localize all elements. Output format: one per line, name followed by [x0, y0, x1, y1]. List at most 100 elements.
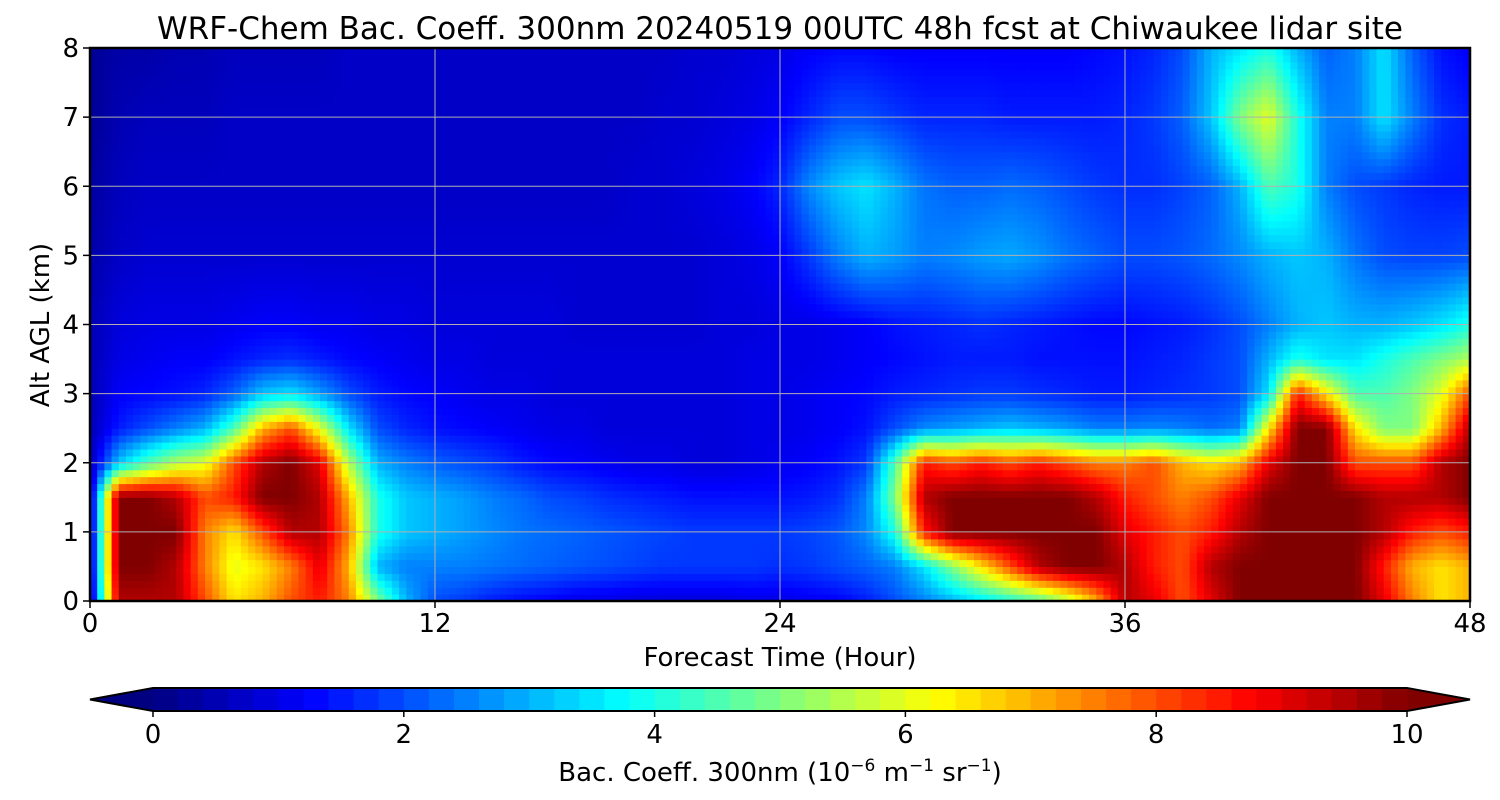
heatmap-cell	[521, 455, 530, 464]
heatmap-cell	[823, 483, 831, 491]
heatmap-cell	[1311, 545, 1320, 554]
heatmap-cell	[981, 462, 990, 471]
heatmap-cell	[1247, 594, 1255, 601]
heatmap-cell	[435, 524, 443, 533]
heatmap-cell	[1218, 462, 1227, 471]
heatmap-cell	[873, 552, 882, 561]
heatmap-cell	[427, 511, 436, 519]
heatmap-cell	[104, 518, 113, 526]
heatmap-cell	[758, 531, 767, 540]
heatmap-cell	[1089, 448, 1097, 457]
heatmap-cell	[930, 566, 939, 574]
heatmap-cell	[693, 518, 702, 526]
heatmap-cell	[212, 511, 220, 519]
heatmap-cell	[736, 421, 745, 429]
heatmap-cell	[284, 524, 292, 533]
heatmap-cell	[708, 469, 716, 478]
heatmap-cell	[600, 594, 609, 601]
heatmap-cell	[909, 476, 918, 485]
heatmap-cell	[880, 545, 889, 554]
heatmap-cell	[808, 545, 817, 554]
heatmap-cell	[1441, 559, 1450, 568]
heatmap-cell	[715, 435, 724, 443]
heatmap-cell	[823, 490, 831, 498]
heatmap-cell	[341, 559, 350, 568]
heatmap-cell	[873, 531, 882, 540]
heatmap-cell	[557, 435, 565, 443]
heatmap-cell	[1283, 531, 1291, 540]
heatmap-cell	[1002, 490, 1011, 498]
heatmap-cell	[923, 566, 932, 574]
heatmap-cell	[197, 552, 206, 561]
heatmap-cell	[1218, 504, 1227, 512]
heatmap-cell	[1125, 428, 1133, 436]
heatmap-cell	[880, 538, 889, 547]
heatmap-cell	[1024, 594, 1033, 601]
heatmap-cell	[715, 483, 724, 491]
heatmap-cell	[1311, 573, 1320, 581]
heatmap-cell	[240, 490, 249, 498]
heatmap-cell	[981, 455, 990, 464]
heatmap-cell	[97, 462, 105, 471]
heatmap-cell	[1347, 455, 1356, 464]
heatmap-cell	[578, 518, 587, 526]
heatmap-cell	[621, 594, 630, 601]
heatmap-cell	[1426, 552, 1435, 561]
heatmap-cell	[801, 545, 810, 554]
heatmap-cell	[1412, 587, 1421, 595]
heatmap-cell	[1304, 435, 1313, 443]
heatmap-cell	[1376, 504, 1385, 512]
heatmap-cell	[700, 476, 709, 485]
heatmap-cell	[679, 559, 688, 568]
heatmap-cell	[435, 490, 443, 498]
heatmap-cell	[118, 490, 127, 498]
heatmap-cell	[995, 504, 1004, 512]
heatmap-cell	[1419, 421, 1428, 429]
heatmap-cell	[406, 545, 415, 554]
heatmap-cell	[772, 587, 781, 595]
heatmap-cell	[262, 435, 271, 443]
heatmap-cell	[154, 421, 163, 429]
heatmap-cell	[801, 552, 810, 561]
heatmap-cell	[851, 545, 860, 554]
heatmap-cell	[1290, 469, 1299, 478]
heatmap-cell	[952, 497, 961, 505]
heatmap-cell	[233, 462, 242, 471]
heatmap-cell	[320, 504, 328, 512]
heatmap-cell	[837, 428, 846, 436]
heatmap-cell	[506, 497, 515, 505]
heatmap-cell	[851, 566, 860, 574]
heatmap-cell	[550, 524, 558, 533]
heatmap-cell	[1455, 483, 1464, 491]
heatmap-cell	[686, 469, 695, 478]
heatmap-cell	[815, 524, 824, 533]
heatmap-cell	[550, 559, 558, 568]
heatmap-cell	[1319, 573, 1327, 581]
heatmap-cell	[183, 580, 192, 588]
heatmap-cell	[528, 504, 537, 512]
heatmap-cell	[197, 448, 206, 457]
heatmap-cell	[873, 580, 882, 588]
heatmap-cell	[327, 455, 335, 464]
heatmap-cell	[1434, 545, 1442, 554]
heatmap-cell	[262, 469, 271, 478]
heatmap-cell	[700, 573, 709, 581]
heatmap-cell	[1311, 594, 1320, 601]
heatmap-cell	[470, 421, 479, 429]
heatmap-cell	[384, 504, 393, 512]
heatmap-cell	[585, 421, 594, 429]
heatmap-cell	[1132, 573, 1140, 581]
heatmap-cell	[535, 448, 544, 457]
heatmap-cell	[1355, 462, 1363, 471]
heatmap-cell	[621, 435, 630, 443]
heatmap-cell	[334, 497, 343, 505]
heatmap-cell	[657, 421, 666, 429]
heatmap-cell	[1448, 490, 1457, 498]
heatmap-cell	[190, 442, 199, 450]
heatmap-cell	[736, 587, 745, 595]
heatmap-cell	[959, 511, 968, 519]
heatmap-cell	[966, 552, 975, 561]
heatmap-cell	[1419, 511, 1428, 519]
heatmap-cell	[435, 573, 443, 581]
heatmap-cell	[284, 428, 292, 436]
